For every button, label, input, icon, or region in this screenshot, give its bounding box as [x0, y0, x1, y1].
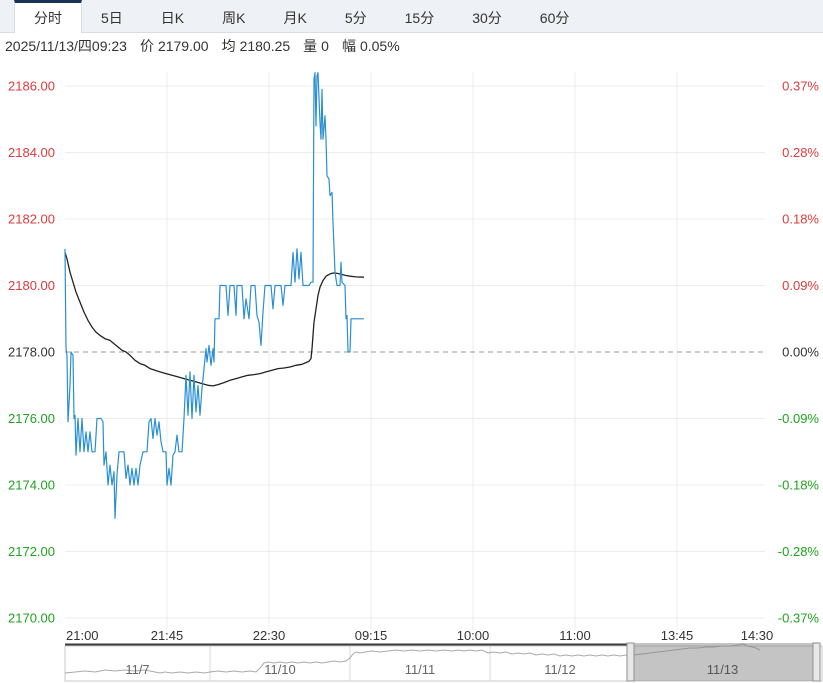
navigator-day-label: 11/10: [264, 662, 296, 677]
period-tab-bar: 分时 5日 日K 周K 月K 5分 15分 30分 60分: [0, 0, 823, 33]
svg-text:0.28%: 0.28%: [782, 145, 819, 160]
y-axis-price-labels: 2186.00 2184.00 2182.00 2180.00 2178.00 2176.…: [8, 79, 55, 626]
quote-segment: 幅 0.05%: [341, 38, 400, 54]
svg-text:2182.00: 2182.00: [8, 212, 55, 227]
y-axis-percent-labels: 0.37% 0.28% 0.18% 0.09% 0.00% -0.09% -0.18% -0.…: [778, 79, 820, 626]
svg-text:-0.18%: -0.18%: [778, 478, 820, 493]
navigator-sparkline: [64, 643, 761, 674]
tab-60分[interactable]: 60分: [539, 9, 570, 26]
svg-text:0.00%: 0.00%: [782, 345, 819, 360]
price-line: [64, 72, 364, 519]
svg-text:2176.00: 2176.00: [8, 411, 55, 426]
svg-text:11:00: 11:00: [559, 628, 591, 643]
svg-text:2174.00: 2174.00: [8, 478, 55, 493]
svg-text:-0.09%: -0.09%: [778, 411, 820, 426]
svg-text:09:15: 09:15: [355, 628, 388, 643]
svg-text:2178.00: 2178.00: [8, 345, 55, 360]
svg-text:2170.00: 2170.00: [8, 611, 55, 626]
navigator-day-label: 11/13: [707, 662, 739, 677]
svg-text:2184.00: 2184.00: [8, 145, 55, 160]
quote-info-bar: 2025/11/13/四09:23 价 2179.00 均 2180.25 量 0 幅 0.05…: [0, 33, 823, 59]
navigator-right-handle[interactable]: [812, 642, 821, 682]
tab-5分[interactable]: 5分: [344, 9, 367, 26]
x-axis-time-labels: 21:00 21:45 22:30 09:15 10:00 11:00 13:45 14:30: [66, 628, 773, 643]
tab-日K[interactable]: 日K: [160, 9, 185, 26]
tab-5日[interactable]: 5日: [101, 9, 123, 26]
navigator-left-handle[interactable]: [626, 642, 635, 682]
intraday-chart[interactable]: 2186.00 2184.00 2182.00 2180.00 2178.00 2176.…: [0, 59, 823, 683]
svg-text:10:00: 10:00: [457, 628, 490, 643]
navigator-selected-range[interactable]: [634, 643, 813, 681]
tab-周K[interactable]: 周K: [222, 9, 246, 26]
quote-segment: 2025/11/13/四09:23: [5, 38, 127, 54]
navigator-track[interactable]: [64, 645, 823, 682]
svg-text:0.37%: 0.37%: [782, 79, 819, 94]
svg-text:-0.28%: -0.28%: [778, 544, 820, 559]
svg-text:0.18%: 0.18%: [782, 212, 819, 227]
svg-text:2172.00: 2172.00: [8, 544, 55, 559]
average-price-line: [64, 252, 365, 387]
tab-15分[interactable]: 15分: [404, 9, 435, 26]
navigator-day-label: 11/7: [125, 662, 149, 677]
svg-text:21:00: 21:00: [66, 628, 99, 643]
svg-text:22:30: 22:30: [253, 628, 286, 643]
svg-text:0.09%: 0.09%: [782, 278, 819, 293]
navigator-day-label: 11/11: [405, 662, 436, 677]
tab-30分[interactable]: 30分: [472, 9, 502, 26]
svg-text:14:30: 14:30: [741, 628, 774, 643]
svg-text:-0.37%: -0.37%: [778, 611, 820, 626]
svg-text:13:45: 13:45: [661, 628, 694, 643]
navigator-day-label: 11/12: [544, 662, 576, 677]
svg-text:2186.00: 2186.00: [8, 79, 55, 94]
tab-分时[interactable]: 分时: [14, 0, 82, 33]
date-range-navigator[interactable]: 11/7 11/10 11/11 11/12 11/13: [64, 642, 823, 682]
quote-segment: 价 2179.00: [139, 38, 209, 54]
tab-月K[interactable]: 月K: [283, 9, 307, 26]
grid-lines: [65, 72, 765, 630]
svg-text:21:45: 21:45: [151, 628, 184, 643]
svg-text:2180.00: 2180.00: [8, 278, 55, 293]
quote-segment: 均 2180.25: [221, 38, 291, 54]
